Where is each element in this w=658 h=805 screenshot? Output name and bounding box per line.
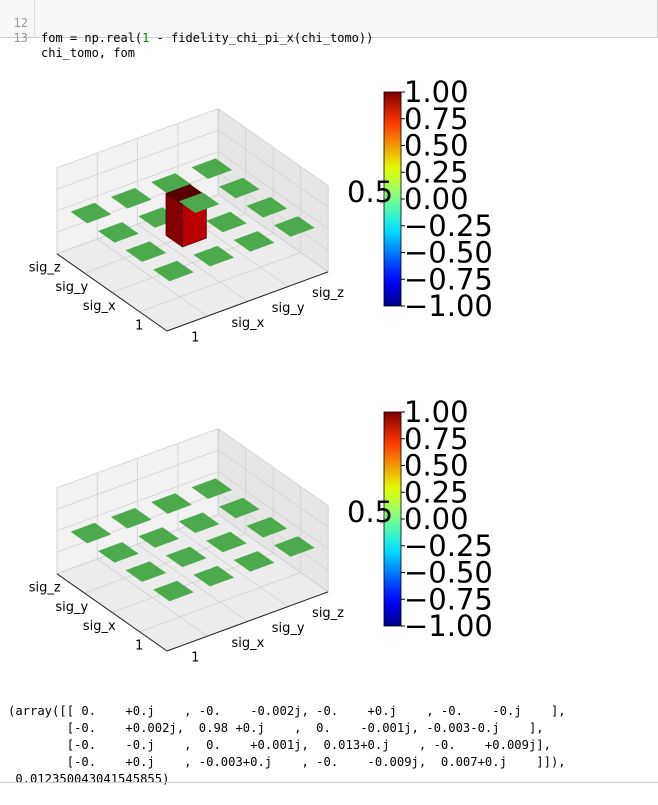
x-tick-label: sig_z xyxy=(29,260,61,275)
z-tick-label-overlap: 0.5 xyxy=(347,175,393,209)
bar-tile xyxy=(70,202,112,224)
cell-divider xyxy=(0,782,658,783)
bar-tile xyxy=(125,561,167,582)
colorbar-tick-label: −0.75 xyxy=(404,262,493,296)
bar-tile xyxy=(98,542,139,563)
bar-tile xyxy=(178,512,220,533)
bar3d-chart-1: 1 sig_x sig_y sig_z 1 sig_x sig_y sig_z 1.000.75… xyxy=(29,75,493,346)
code-token: fom = np.real( xyxy=(41,31,143,45)
colorbar-tick-label: 0.50 xyxy=(404,449,469,483)
y-tick-label: sig_z xyxy=(312,606,344,621)
x-tick-label: sig_y xyxy=(55,600,88,615)
bar-tile xyxy=(206,531,247,553)
output-line: [-0. +0.j , -0.003+0.j , -0. -0.009j, 0.… xyxy=(8,755,566,769)
bar-tile xyxy=(233,231,275,252)
bar-tile xyxy=(233,551,275,572)
colorbar-tick-label: 0.75 xyxy=(404,422,469,456)
colorbar-tick-label: 0.00 xyxy=(404,182,469,216)
bar-tile xyxy=(191,158,233,179)
colorbar-tick-label: 0.25 xyxy=(404,155,469,189)
plot-2: 1 sig_x sig_y sig_z 1 sig_x sig_y sig_z 1.00 0.75… xyxy=(0,360,658,680)
bar-tile xyxy=(153,580,194,602)
x-tick-label: 1 xyxy=(135,638,143,653)
code-cell[interactable]: 12 fom = np.real(1 - fidelity_chi_pi_x(c… xyxy=(0,0,658,60)
x-axis-line xyxy=(56,573,168,652)
y-tick-label: sig_x xyxy=(231,636,264,651)
bar-tile xyxy=(110,188,152,209)
output-line: [-0. +0.002j, 0.98 +0.j , 0. -0.001j, -0… xyxy=(8,721,544,735)
z-tick-label-overlap: 0.5 xyxy=(347,495,393,529)
gridline xyxy=(217,194,329,273)
colorbar-tick-label: −1.00 xyxy=(404,609,493,643)
colorbar-tick-label: 0.25 xyxy=(404,475,469,509)
code-token: - fidelity_chi_pi_x(chi_tomo)) xyxy=(149,31,374,45)
bar-tile xyxy=(246,197,288,218)
x-tick-label: sig_z xyxy=(29,580,61,595)
x-tick-label: sig_x xyxy=(83,619,116,634)
gridline xyxy=(137,223,248,302)
bar-tile xyxy=(191,478,233,499)
gridline xyxy=(217,514,329,593)
line-number: 13 xyxy=(13,31,28,45)
bar-tile xyxy=(98,222,139,243)
bar-tile xyxy=(153,260,194,282)
gridline xyxy=(137,543,248,622)
code-token: chi_tomo, fom xyxy=(41,46,135,60)
y-axis-line xyxy=(166,271,329,332)
bar-tile xyxy=(206,211,247,233)
bar-tile xyxy=(110,508,152,529)
bar-tile xyxy=(193,565,234,587)
y-tick-label: 1 xyxy=(191,331,199,346)
bar-tile xyxy=(219,177,260,199)
output-line: (array([[ 0. +0.j , -0. -0.002j, -0. +0.… xyxy=(8,704,566,718)
bar-tile xyxy=(246,517,288,538)
y-axis-line xyxy=(166,591,329,652)
y-tick-label: sig_y xyxy=(272,621,305,636)
y-tick-label: sig_y xyxy=(272,301,305,316)
line-code: fom = np.real(1 - fidelity_chi_pi_x(chi_… xyxy=(41,31,373,46)
bar-tile xyxy=(70,522,112,544)
colorbar-tick-label: −1.00 xyxy=(404,289,493,323)
bar-tile xyxy=(193,245,234,267)
gutter-border xyxy=(34,0,35,38)
y-tick-label: 1 xyxy=(191,651,199,666)
code-line-13: 13 chi_tomo, fom xyxy=(0,16,135,60)
colorbar-tick-label: −0.50 xyxy=(404,556,493,590)
bar-tile xyxy=(274,216,315,237)
x-axis-line xyxy=(56,253,168,332)
code-line-12: 12 fom = np.real(1 - fidelity_chi_pi_x(c… xyxy=(0,1,374,45)
bar-tile xyxy=(151,493,192,514)
line-code: chi_tomo, fom xyxy=(41,46,135,61)
colorbar-tick-label: 0.50 xyxy=(404,129,469,163)
cell-output: (array([[ 0. +0.j , -0. -0.002j, -0. +0.… xyxy=(8,686,566,805)
colorbar-tick-label: 1.00 xyxy=(404,75,469,109)
bar3d-chart-2: 1 sig_x sig_y sig_z 1 sig_x sig_y sig_z 1.000.75… xyxy=(29,395,493,666)
gridline xyxy=(177,529,289,607)
bar-tile xyxy=(219,497,260,519)
x-tick-label: sig_x xyxy=(83,299,116,314)
colorbar-tick-label: 0.75 xyxy=(404,102,469,136)
x-tick-label: 1 xyxy=(135,318,143,333)
plot-1: 1 sig_x sig_y sig_z 1 sig_x sig_y sig_z 1.00 0.75… xyxy=(0,40,658,360)
bar-tile xyxy=(178,192,220,213)
colorbar-tick-label: −0.50 xyxy=(404,236,493,270)
y-tick-label: sig_z xyxy=(312,286,344,301)
colorbar-tick-label: −0.75 xyxy=(404,582,493,616)
bar-tile xyxy=(125,241,167,262)
output-line: 0.012350043041545855) xyxy=(8,772,170,786)
x-tick-label: sig_y xyxy=(55,280,88,295)
colorbar-tick-label: −0.25 xyxy=(404,209,493,243)
line-number: 12 xyxy=(13,16,28,30)
code-token-number: 1 xyxy=(142,31,150,45)
bar-tile xyxy=(138,527,179,548)
bar-tile xyxy=(274,536,315,557)
y-tick-label: sig_x xyxy=(231,316,264,331)
bar-tile xyxy=(151,173,192,194)
colorbar-tick-label: 0.00 xyxy=(404,502,469,536)
colorbar-tick-label: 1.00 xyxy=(404,395,469,429)
colorbar-tick-label: −0.25 xyxy=(404,529,493,563)
bar-tile xyxy=(165,546,207,568)
output-line: [-0. -0.j , 0. +0.001j, 0.013+0.j , -0. … xyxy=(8,738,551,752)
